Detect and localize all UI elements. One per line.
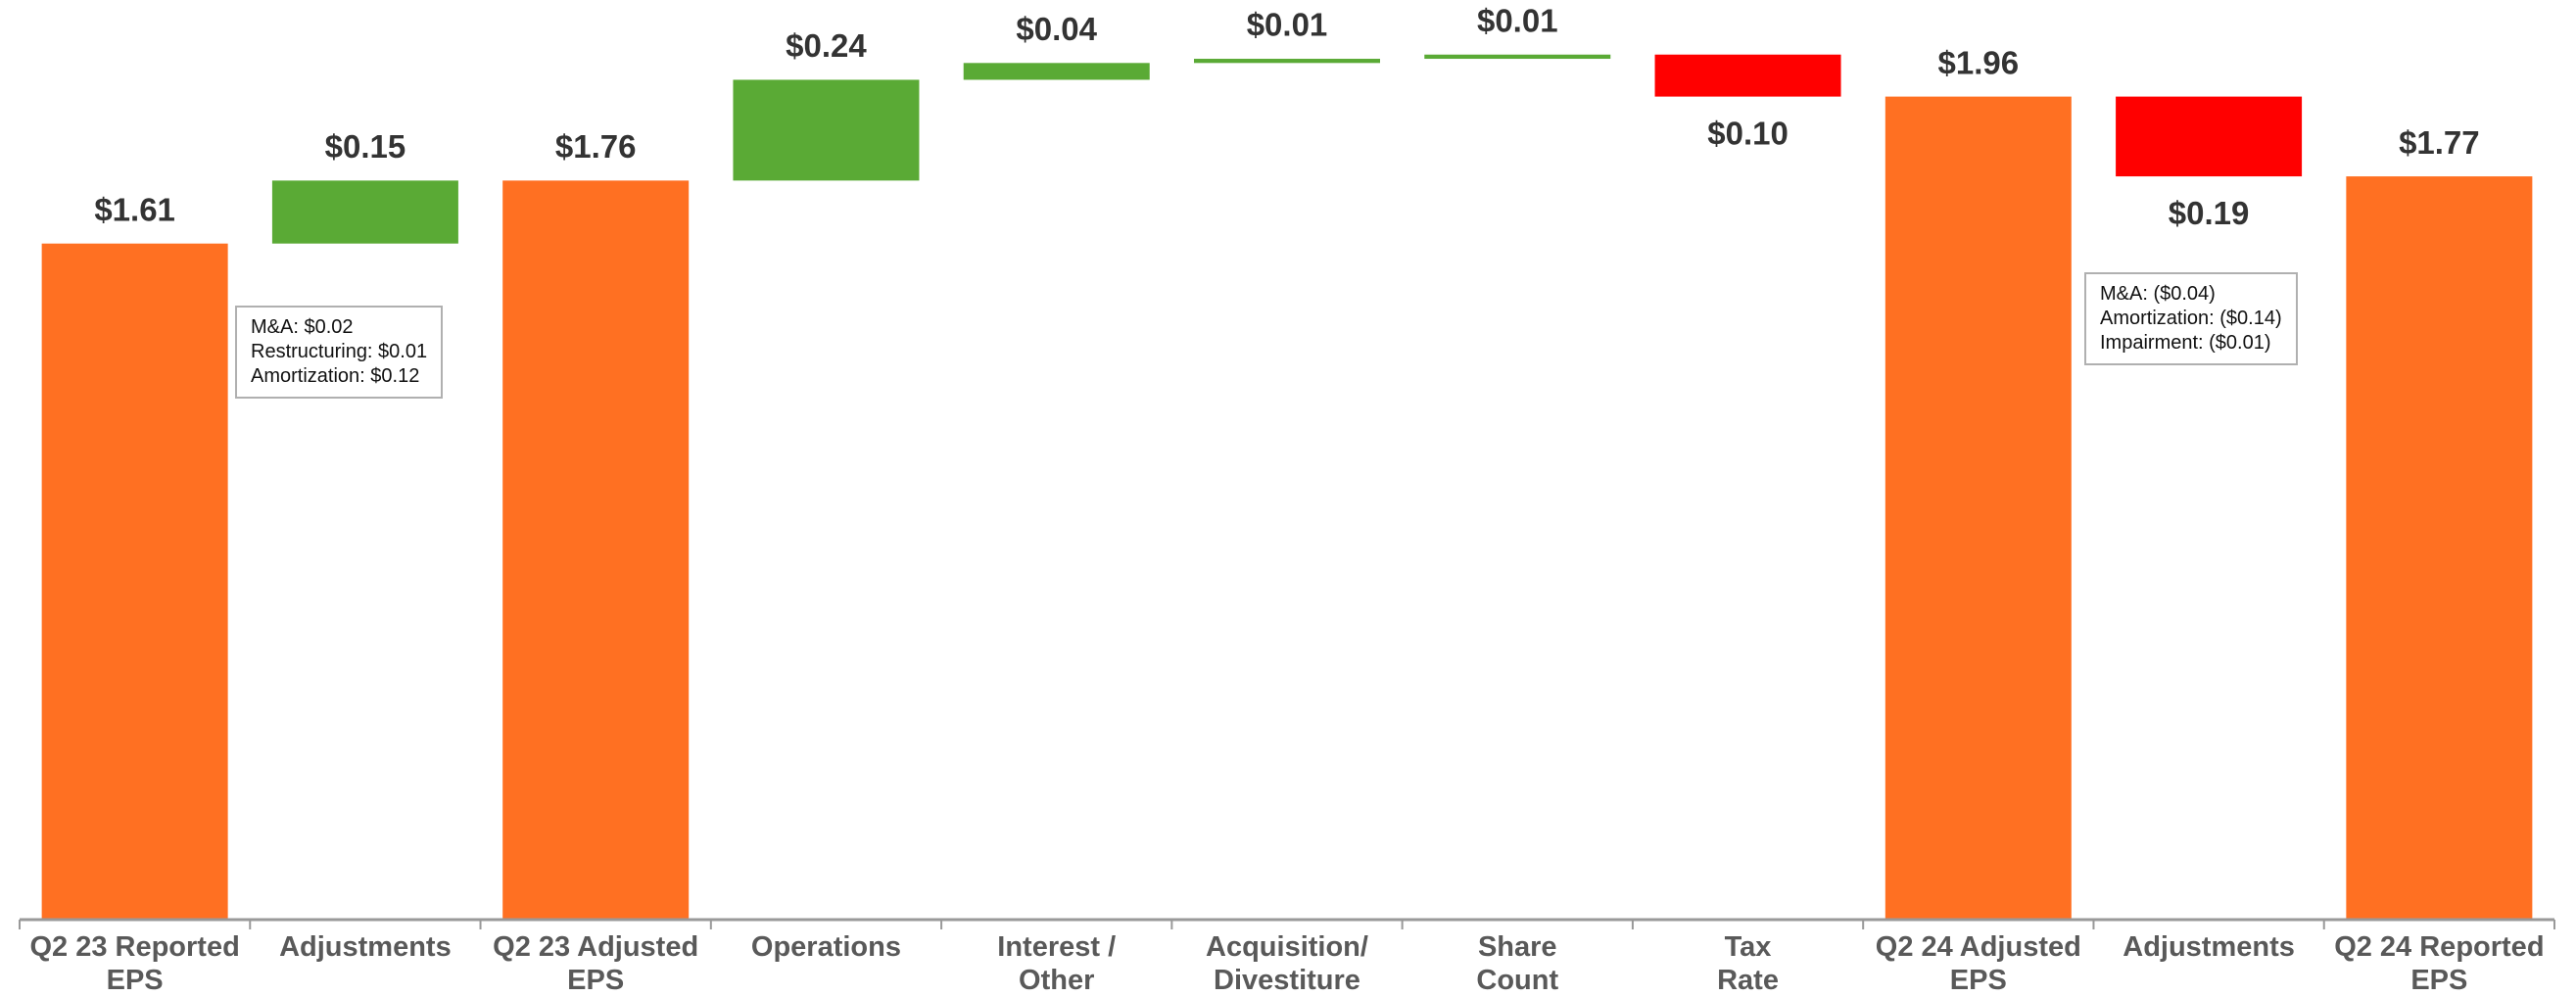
x-tick-label: Q2 23 Adjusted EPS: [493, 931, 699, 996]
value-label: $0.04: [1016, 11, 1097, 47]
x-tick-label: Q2 23 Reported EPS: [29, 931, 240, 996]
x-tick-label: Operations: [750, 931, 901, 963]
bar: [1424, 54, 1611, 60]
annotation-line: Impairment: ($0.01): [2100, 332, 2271, 354]
value-label: $1.76: [555, 128, 637, 165]
value-label: $1.96: [1938, 44, 2020, 80]
x-tick-label: Adjustments: [2123, 931, 2295, 963]
annotation-line: Amortization: $0.12: [251, 365, 420, 387]
x-tick-label: Q2 24 Adjusted EPS: [1875, 931, 2081, 996]
annotation-line: Amortization: ($0.14): [2100, 308, 2282, 329]
x-tick-label: Interest / Other: [997, 931, 1117, 996]
annotation-line: M&A: ($0.04): [2100, 283, 2216, 305]
bar: [2116, 96, 2303, 177]
bar: [963, 63, 1150, 80]
annotation-box: M&A: ($0.04) Amortization: ($0.14) Impairm…: [2084, 272, 2298, 365]
bar: [1884, 96, 2072, 920]
x-tick-label: Acquisition/ Divestiture: [1206, 931, 1368, 996]
value-label: $1.77: [2399, 124, 2480, 161]
value-label: $0.01: [1247, 7, 1328, 43]
bar: [1194, 59, 1380, 64]
annotation-box: M&A: $0.02 Restructuring: $0.01 Amortizati…: [235, 306, 444, 399]
value-label: $0.15: [325, 128, 406, 165]
value-label: $0.01: [1477, 2, 1558, 38]
bar: [1654, 54, 1841, 97]
bar: [41, 243, 228, 920]
annotation-line: M&A: $0.02: [251, 316, 354, 338]
x-tick-label: Share Count: [1476, 931, 1559, 996]
value-label: $1.61: [94, 191, 175, 227]
bar: [2346, 176, 2533, 920]
value-label: $0.24: [786, 27, 867, 64]
value-label: $0.10: [1707, 115, 1789, 151]
bar: [733, 79, 920, 181]
x-tick-label: Adjustments: [279, 931, 452, 963]
value-label: $0.19: [2169, 195, 2250, 231]
bar: [271, 180, 458, 244]
x-tick-label: Tax Rate: [1717, 931, 1779, 996]
bar: [502, 180, 690, 920]
annotation-line: Restructuring: $0.01: [251, 341, 428, 362]
x-tick-label: Q2 24 Reported EPS: [2334, 931, 2545, 996]
